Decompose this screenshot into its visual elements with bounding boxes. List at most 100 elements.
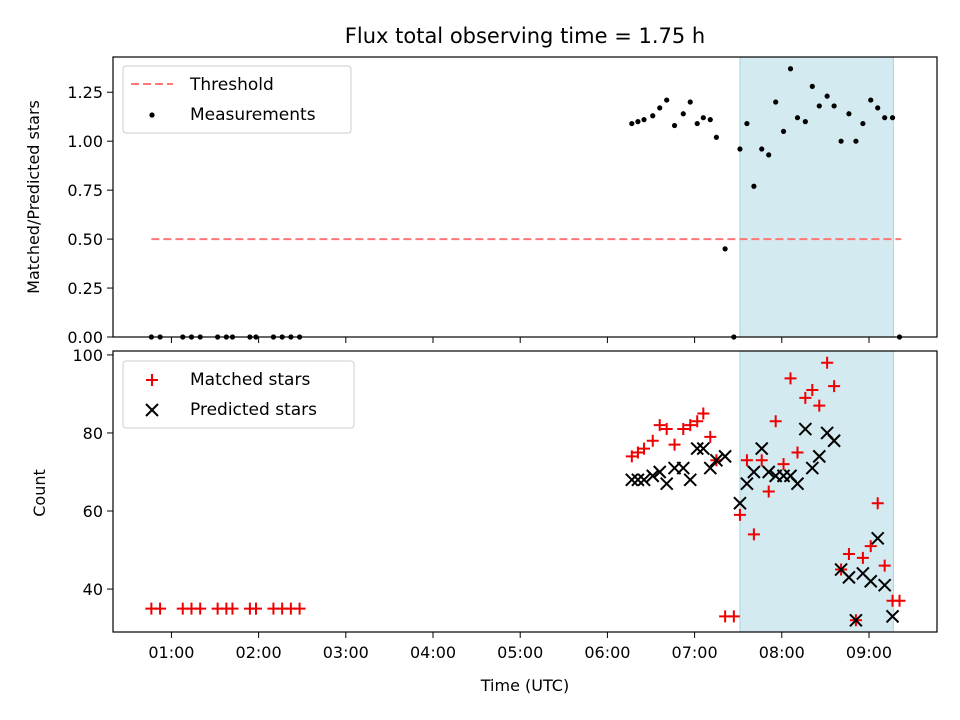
top-y-axis-label: Matched/Predicted stars xyxy=(24,100,43,294)
measurement-point xyxy=(860,120,866,127)
x-tick-label-7: 08:00 xyxy=(759,643,805,662)
predicted-star-point xyxy=(740,476,754,491)
legend-measurements-swatch xyxy=(149,112,155,118)
matched-star-point xyxy=(821,356,834,369)
matched-star-point xyxy=(697,407,710,420)
measurement-point xyxy=(737,146,743,152)
predicted-star-point xyxy=(733,496,747,510)
matched-star-point xyxy=(864,540,877,553)
legend-measurements-label: Measurements xyxy=(190,105,316,125)
top-panel: 0.00 0.25 0.50 0.75 1.00 1.25 Matched/Predict… xyxy=(24,56,938,347)
measurement-point xyxy=(713,134,719,140)
matched-star-point xyxy=(791,446,804,459)
x-tick-label-3: 04:00 xyxy=(410,643,456,662)
x-tick-label-8: 09:00 xyxy=(846,643,892,662)
bottom-legend: Matched stars Predicted stars xyxy=(122,360,355,429)
bottom-plot-frame xyxy=(112,350,938,633)
measurement-point xyxy=(707,117,713,123)
predicted-star-point xyxy=(703,461,717,475)
matched-star-point xyxy=(154,602,167,615)
predicted-star-point xyxy=(747,465,761,479)
predicted-star-point xyxy=(790,476,805,491)
x-tick-label-2: 03:00 xyxy=(323,643,369,662)
measurement-point xyxy=(773,99,779,105)
predicted-star-point xyxy=(827,434,841,448)
measurement-point xyxy=(766,152,772,158)
bottom-y-axis-label: Count xyxy=(30,469,49,517)
top-y-tick-label-5: 1.25 xyxy=(67,83,103,102)
matched-star-point xyxy=(893,594,906,607)
matched-star-point xyxy=(856,551,869,564)
measurement-point xyxy=(889,115,896,121)
bottom-panel: 40 60 80 100 01:00 02:00 03:00 04:00 05:00 06:00 0… xyxy=(30,346,938,695)
top-ticks: 0.00 0.25 0.50 0.75 1.00 1.25 xyxy=(67,83,870,347)
legend-threshold-label: Threshold xyxy=(189,75,274,95)
matched-star-point xyxy=(638,442,651,455)
top-legend: Threshold Measurements xyxy=(122,65,352,134)
measurement-point xyxy=(759,146,765,152)
bottom-y-tick-label-1: 60 xyxy=(83,502,103,521)
top-series xyxy=(148,66,903,340)
predicted-star-point xyxy=(885,609,900,624)
matched-star-point xyxy=(691,415,704,428)
predicted-star-point xyxy=(842,570,856,585)
legend-matched-swatch xyxy=(146,374,158,386)
predicted-star-point xyxy=(690,441,704,456)
predicted-star-point xyxy=(849,613,863,627)
matched-star-point xyxy=(762,485,775,498)
predicted-star-point xyxy=(696,441,711,456)
chart-title: Flux total observing time = 1.75 h xyxy=(345,24,705,48)
matched-star-point xyxy=(740,454,753,467)
matched-star-point xyxy=(828,380,841,393)
top-legend-box xyxy=(122,65,352,134)
predicted-star-point xyxy=(676,461,690,475)
measurement-point xyxy=(882,115,888,121)
matched-star-point xyxy=(194,602,207,615)
bottom-series xyxy=(145,356,906,627)
matched-star-point xyxy=(784,372,797,385)
measurement-point xyxy=(846,111,852,117)
top-y-tick-label-1: 0.25 xyxy=(67,279,103,298)
measurement-point xyxy=(671,122,678,129)
matched-star-point xyxy=(871,497,884,510)
measurement-point xyxy=(751,183,757,189)
measurement-point xyxy=(694,120,700,127)
measurement-point xyxy=(816,103,822,109)
predicted-star-point xyxy=(709,453,724,467)
measurement-point xyxy=(744,120,750,127)
predicted-star-point xyxy=(653,465,667,479)
measurement-point xyxy=(635,119,641,125)
matched-star-point xyxy=(293,602,306,615)
measurement-point xyxy=(802,119,808,125)
x-tick-label-0: 01:00 xyxy=(148,643,194,662)
measurement-point xyxy=(657,105,663,111)
bottom-y-tick-label-3: 100 xyxy=(72,346,103,365)
top-shaded-region xyxy=(739,56,894,338)
predicted-star-point xyxy=(798,422,813,436)
measurement-point xyxy=(641,117,647,123)
measurement-point xyxy=(722,246,728,252)
matched-star-point xyxy=(631,446,644,459)
bottom-ticks: 40 60 80 100 01:00 02:00 03:00 04:00 05:00 06:00 0… xyxy=(72,346,892,662)
measurement-point xyxy=(868,97,874,103)
predicted-star-point xyxy=(870,531,885,546)
measurement-point xyxy=(787,66,794,72)
predicted-star-point xyxy=(718,449,732,464)
legend-predicted-label: Predicted stars xyxy=(190,400,317,420)
predicted-star-point xyxy=(646,469,660,483)
matched-star-point xyxy=(677,423,690,436)
measurement-point xyxy=(780,128,787,135)
bottom-y-tick-label-0: 40 xyxy=(83,580,103,599)
matched-star-point xyxy=(769,415,782,428)
predicted-star-point xyxy=(877,578,892,592)
measurement-point xyxy=(687,99,693,105)
matched-star-point xyxy=(668,438,681,451)
matched-star-point xyxy=(684,419,697,432)
matched-star-point xyxy=(646,434,659,447)
matched-star-point xyxy=(727,610,740,623)
legend-predicted-swatch xyxy=(145,403,159,417)
legend-matched-label: Matched stars xyxy=(190,370,310,390)
matched-star-point xyxy=(755,454,768,467)
matched-star-point xyxy=(704,430,717,443)
measurement-point xyxy=(794,115,801,121)
